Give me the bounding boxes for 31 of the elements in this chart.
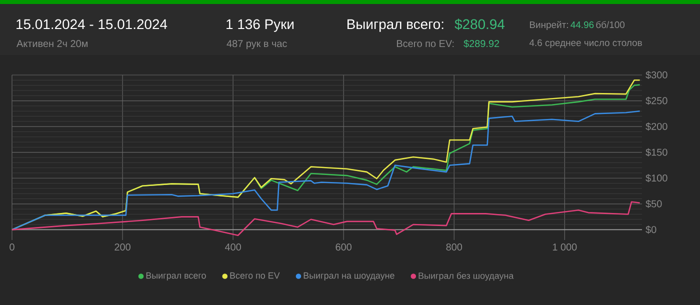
text: $289.92 bbox=[464, 40, 500, 48]
text: $280.94 bbox=[454, 18, 505, 30]
y-tick-label: $200 bbox=[646, 122, 668, 131]
y-tick-label: $250 bbox=[646, 96, 668, 105]
chart-subtitle: Активен 2ч 20м bbox=[16, 40, 88, 48]
y-tick-label: $50 bbox=[646, 200, 662, 208]
legend-label: Всего по EV bbox=[230, 272, 280, 279]
x-tick-label: 0 bbox=[10, 244, 14, 251]
text: 1 136 Руки bbox=[226, 19, 294, 32]
text: Выиграл всего: bbox=[347, 19, 444, 32]
text: Винрейт: bbox=[530, 20, 568, 30]
line-series bbox=[11, 110, 640, 230]
text: 487 рук в час bbox=[226, 40, 287, 50]
chart-title: 15.01.2024 - 15.01.2024 bbox=[16, 19, 168, 30]
legend-label: Выиграл на шоудауне bbox=[304, 272, 394, 280]
legend-label: Выиграл всего bbox=[146, 272, 206, 280]
x-tick-label: 1 000 bbox=[552, 244, 577, 251]
legend-label: Выиграл без шоудауна bbox=[418, 272, 514, 281]
x-tick-label: 600 bbox=[336, 244, 352, 251]
y-tick-label: $300 bbox=[646, 70, 668, 80]
y-tick-label: $100 bbox=[646, 174, 668, 182]
x-tick-label: 400 bbox=[224, 244, 241, 251]
text: Всего по EV: bbox=[397, 40, 454, 48]
text: 44.96 bbox=[570, 21, 594, 28]
y-tick-label: $0 bbox=[646, 226, 656, 234]
x-tick-label: 800 bbox=[446, 244, 462, 251]
text: бб/100 bbox=[596, 21, 625, 28]
y-tick-label: $150 bbox=[646, 148, 668, 156]
text: 4.6 среднее число столов bbox=[529, 39, 642, 48]
x-tick-label: 200 bbox=[114, 244, 130, 251]
line-series bbox=[11, 201, 640, 236]
